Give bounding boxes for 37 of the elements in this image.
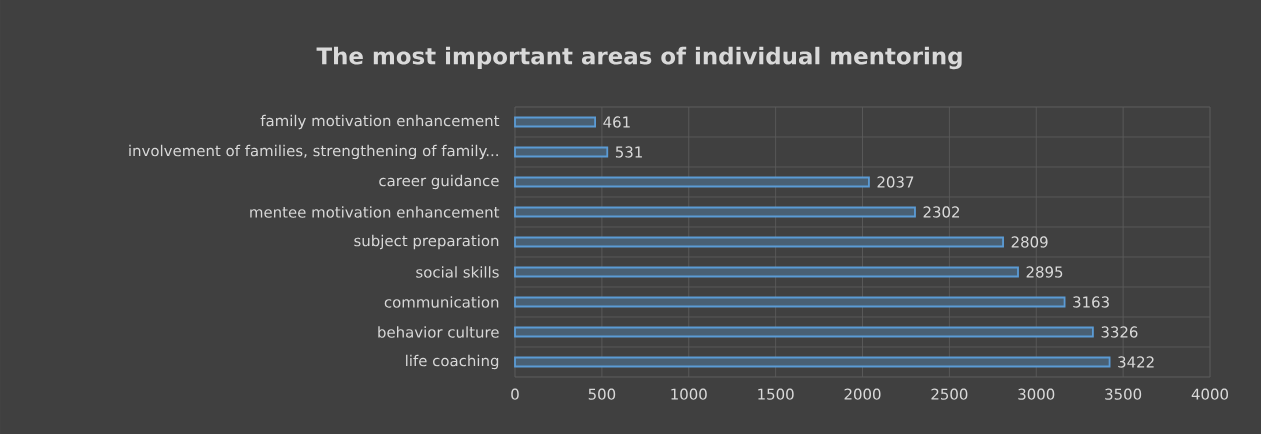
x-tick-label: 2500 [931,388,968,400]
x-tick-label: 0 [511,388,519,400]
bar [514,326,1094,338]
y-tick-label: subject preparation [354,234,499,250]
bar [514,146,609,158]
bar [514,296,1066,308]
data-label: 3163 [1073,296,1109,308]
bar [514,176,870,188]
data-label: 2809 [1011,236,1048,248]
bar [514,236,1004,248]
x-tick-label: 3000 [1018,388,1055,400]
data-label: 2895 [1026,266,1063,278]
chart-title: The most important areas of individual mentoring [316,46,962,70]
bar [514,266,1019,278]
data-label: 3422 [1118,356,1154,368]
y-tick-label: mentee motivation enhancement [250,206,500,218]
y-tick-label: behavior culture [378,326,499,338]
data-label: 2302 [923,206,960,218]
bar [514,206,916,218]
y-tick-label: communication [384,296,499,308]
data-label: 531 [615,146,642,158]
y-tick-label: life coaching [406,354,499,370]
x-tick-label: 1500 [758,388,794,400]
y-tick-label: career guidance [379,174,499,190]
x-tick-label: 2000 [844,388,881,400]
data-label: 3326 [1101,326,1138,338]
y-tick-label: family motivation enhancement [260,114,500,130]
x-tick-label: 3500 [1105,388,1142,400]
x-tick-label: 4000 [1191,388,1229,400]
data-label: 461 [603,116,630,128]
y-tick-label: social skills [416,266,499,278]
x-tick-label: 500 [588,388,616,400]
data-label: 2037 [877,176,914,188]
bar [514,356,1111,368]
x-tick-label: 1000 [671,388,707,400]
y-tick-label: involvement of families, strengthening of family... [129,144,498,160]
bar [514,116,597,128]
